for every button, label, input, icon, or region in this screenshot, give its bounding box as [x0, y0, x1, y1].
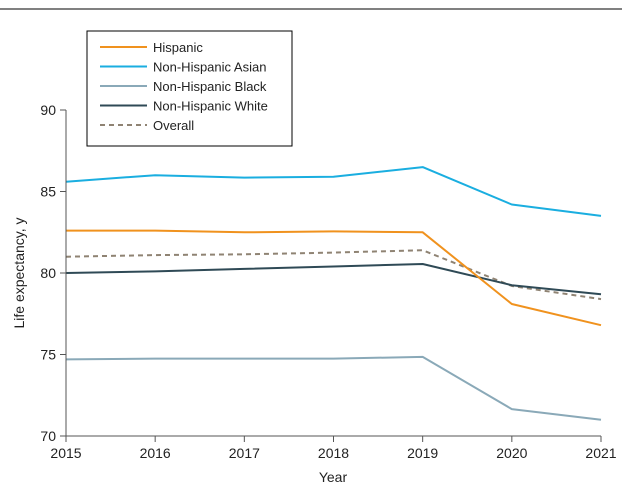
series-line-overall — [65, 249, 602, 301]
legend: Hispanic Non-Hispanic Asian Non-Hispanic B… — [86, 30, 293, 147]
legend-label: Hispanic — [153, 40, 203, 55]
series-layer — [65, 166, 602, 421]
legend-label: Non-Hispanic Asian — [153, 60, 266, 75]
x-axis-ticks: 2015 2016 2017 2018 2019 2020 2021 — [50, 436, 617, 461]
y-tick-label: 75 — [40, 347, 56, 363]
legend-label: Non-Hispanic Black — [153, 79, 267, 94]
x-tick-label: 2017 — [229, 445, 260, 461]
y-tick-label: 85 — [40, 184, 56, 200]
legend-label: Non-Hispanic White — [153, 99, 268, 114]
y-tick-label: 80 — [40, 265, 56, 281]
legend-label: Overall — [153, 118, 194, 133]
series-line-hispanic — [66, 229, 602, 327]
x-tick-label: 2019 — [407, 445, 438, 461]
y-axis-ticks: 70 75 80 85 90 — [40, 102, 66, 444]
y-axis-label: Life expectancy, y — [11, 217, 27, 328]
x-tick-label: 2021 — [585, 445, 616, 461]
y-tick-label: 90 — [40, 102, 56, 118]
series-line-non-hispanic-asian — [65, 166, 602, 217]
series-line-non-hispanic-white — [65, 263, 602, 296]
x-tick-label: 2016 — [140, 445, 171, 461]
legend-box — [86, 30, 293, 147]
x-axis-label: Year — [319, 469, 348, 485]
series-line-non-hispanic-black — [65, 355, 602, 421]
x-tick-label: 2020 — [496, 445, 527, 461]
x-tick-label: 2018 — [318, 445, 349, 461]
y-tick-label: 70 — [40, 428, 56, 444]
x-tick-label: 2015 — [50, 445, 81, 461]
